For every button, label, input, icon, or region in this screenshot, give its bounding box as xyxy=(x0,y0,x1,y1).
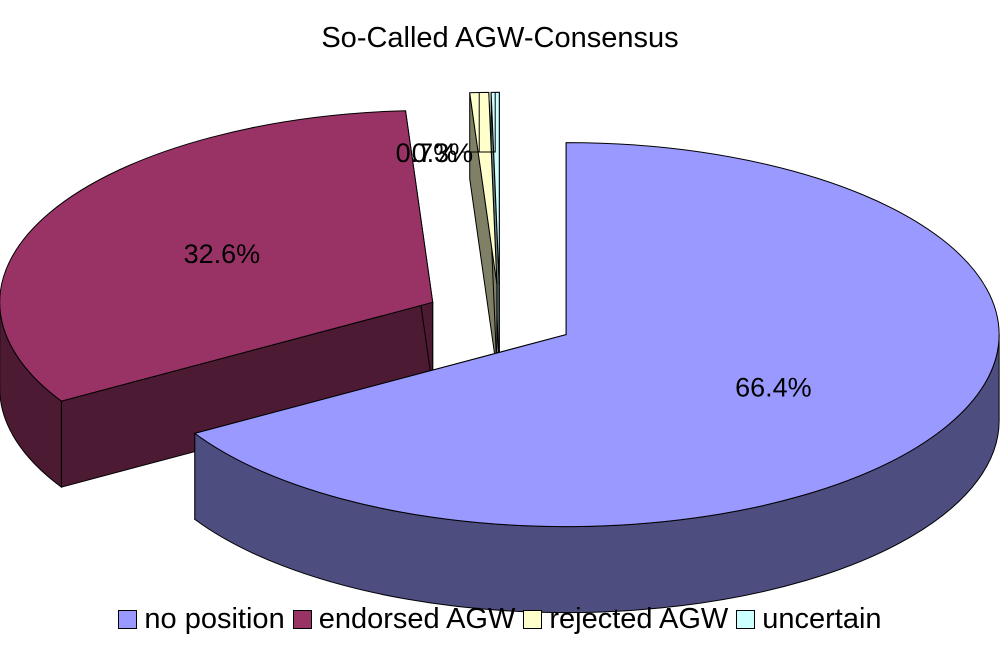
legend-item-rejected-agw: rejected AGW xyxy=(523,603,728,636)
pie-slice-rejected-agw xyxy=(469,91,498,371)
leader-line xyxy=(477,92,496,153)
data-label-no-position: 66.4% xyxy=(735,373,812,403)
legend-label: endorsed AGW xyxy=(318,603,516,635)
legend-label: no position xyxy=(144,603,285,635)
legend-swatch xyxy=(118,610,138,629)
legend-item-endorsed-agw: endorsed AGW xyxy=(292,603,516,636)
data-label-uncertain: 0.3% xyxy=(412,138,474,168)
chart-legend: no position endorsed AGW rejected AGW un… xyxy=(0,603,1000,636)
legend-item-uncertain: uncertain xyxy=(736,603,882,636)
legend-swatch xyxy=(292,610,312,629)
pie-slice-endorsed-agw xyxy=(0,110,434,489)
data-label-endorsed-agw: 32.6% xyxy=(184,239,261,269)
legend-item-no-position: no position xyxy=(118,603,285,636)
data-label-rejected-agw: 0.7% xyxy=(396,138,458,168)
legend-swatch xyxy=(736,610,756,629)
legend-label: rejected AGW xyxy=(549,603,729,635)
legend-label: uncertain xyxy=(762,603,882,635)
legend-swatch xyxy=(523,610,543,629)
chart-title: So-Called AGW-Consensus xyxy=(321,22,679,54)
pie-slice-no-position xyxy=(193,142,1000,614)
